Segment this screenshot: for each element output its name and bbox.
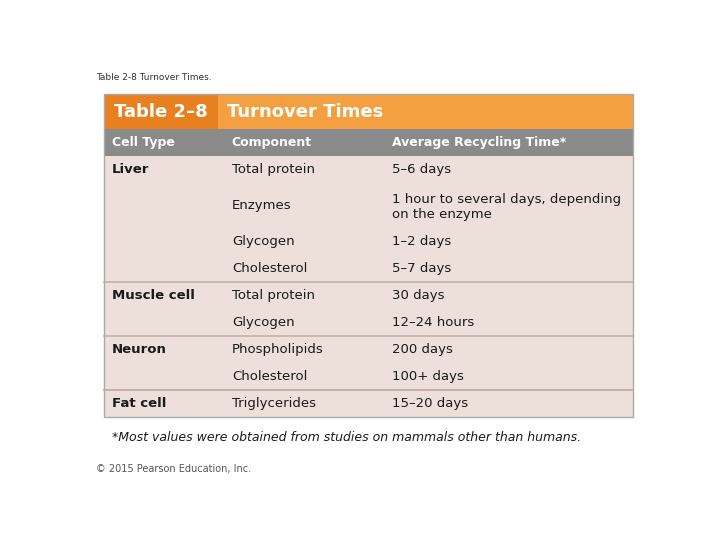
Text: 5–6 days: 5–6 days [392,163,451,176]
Text: Turnover Times: Turnover Times [228,103,384,121]
Text: Component: Component [232,136,312,149]
Text: Glycogen: Glycogen [232,316,294,329]
Text: Average Recycling Time*: Average Recycling Time* [392,136,567,149]
Text: Table 2–8: Table 2–8 [114,103,208,121]
Text: 30 days: 30 days [392,289,445,302]
Text: Total protein: Total protein [232,289,315,302]
Text: Neuron: Neuron [112,343,166,356]
Text: Table 2-8 Turnover Times.: Table 2-8 Turnover Times. [96,72,212,82]
Text: 15–20 days: 15–20 days [392,397,469,410]
Text: 1–2 days: 1–2 days [392,234,451,248]
Text: Fat cell: Fat cell [112,397,166,410]
Text: Muscle cell: Muscle cell [112,289,194,302]
Text: Cholesterol: Cholesterol [232,370,307,383]
Bar [218,94,632,130]
Text: Enzymes: Enzymes [232,199,292,212]
Text: Glycogen: Glycogen [232,234,294,248]
Text: 100+ days: 100+ days [392,370,464,383]
Text: Liver: Liver [112,163,149,176]
Text: *Most values were obtained from studies on mammals other than humans.: *Most values were obtained from studies … [112,431,581,444]
Text: 12–24 hours: 12–24 hours [392,316,474,329]
Text: © 2015 Pearson Education, Inc.: © 2015 Pearson Education, Inc. [96,464,251,474]
Text: Cholesterol: Cholesterol [232,262,307,275]
Text: 1 hour to several days, depending
on the enzyme: 1 hour to several days, depending on the… [392,193,621,221]
Text: 5–7 days: 5–7 days [392,262,451,275]
Text: Triglycerides: Triglycerides [232,397,316,410]
Text: Phospholipids: Phospholipids [232,343,323,356]
Bar [104,130,632,156]
Text: Total protein: Total protein [232,163,315,176]
Bar [104,156,632,417]
Bar [104,94,218,130]
Text: Cell Type: Cell Type [112,136,174,149]
Bar [104,94,632,417]
Text: 200 days: 200 days [392,343,453,356]
